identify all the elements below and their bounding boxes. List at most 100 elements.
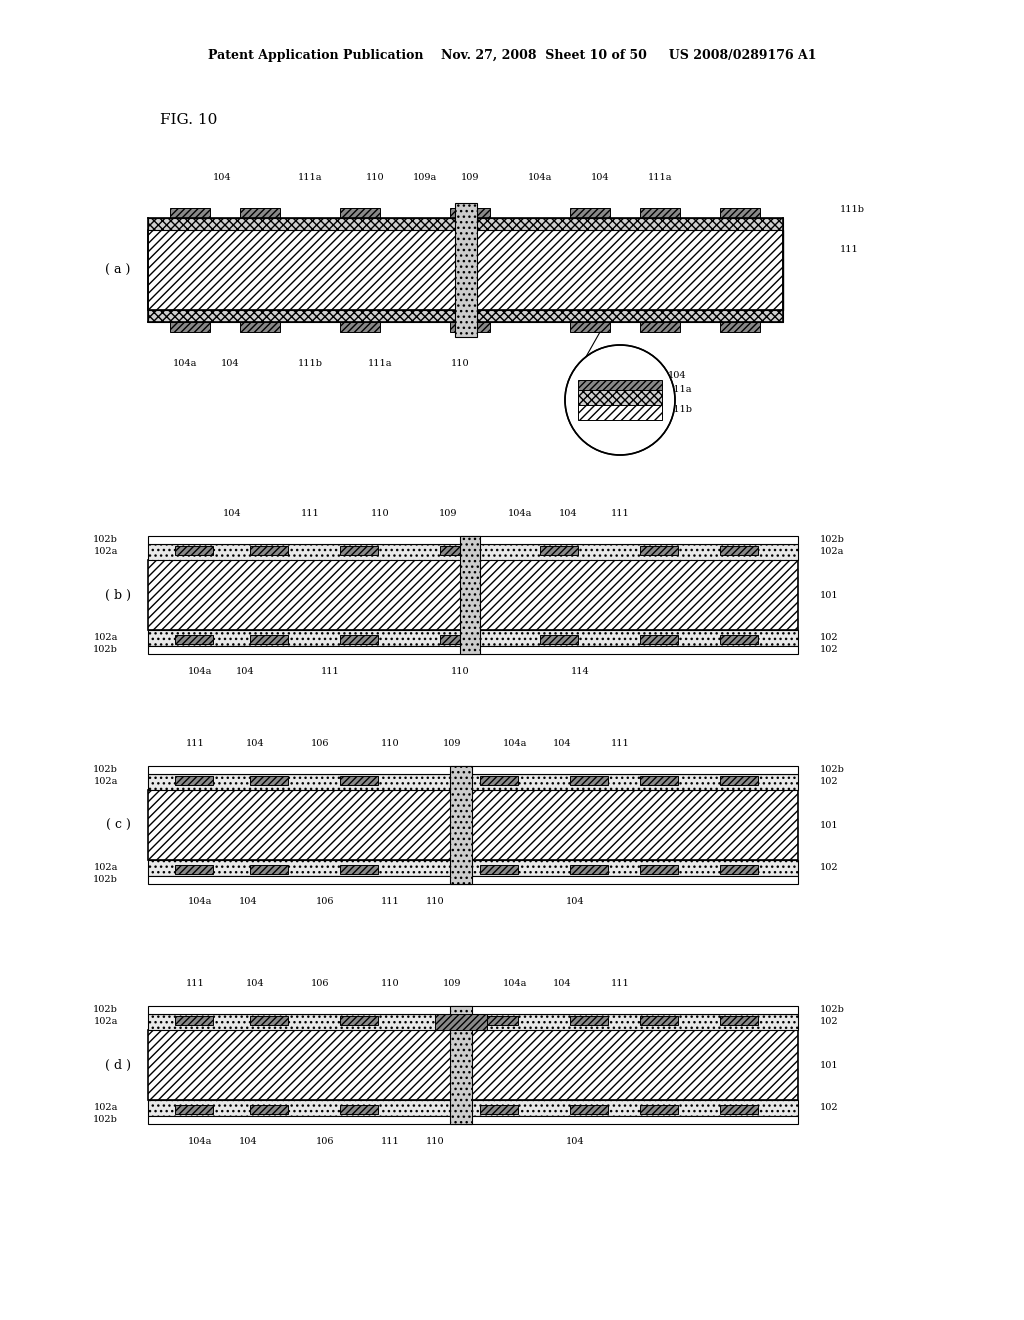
Text: 111: 111 xyxy=(185,739,205,748)
Text: 102: 102 xyxy=(820,634,839,643)
Text: 111: 111 xyxy=(610,979,630,989)
Text: 110: 110 xyxy=(426,1138,444,1147)
Bar xyxy=(175,1016,213,1026)
Text: 104a: 104a xyxy=(503,979,527,989)
Text: 109: 109 xyxy=(461,173,479,182)
Text: ( c ): ( c ) xyxy=(105,818,130,832)
Bar xyxy=(170,209,210,218)
Text: 104a: 104a xyxy=(187,898,212,907)
Text: 110: 110 xyxy=(371,510,389,519)
Bar xyxy=(148,789,798,861)
Bar xyxy=(340,322,380,333)
Text: 109a: 109a xyxy=(413,173,437,182)
Text: 106: 106 xyxy=(310,739,330,748)
Bar xyxy=(250,1016,288,1026)
Text: 104: 104 xyxy=(213,173,231,182)
Text: 101: 101 xyxy=(820,821,839,829)
Text: 102: 102 xyxy=(820,1018,839,1027)
Text: 104: 104 xyxy=(553,739,571,748)
Text: 102: 102 xyxy=(820,645,839,655)
Bar xyxy=(640,1105,678,1114)
Bar xyxy=(640,776,678,785)
Bar xyxy=(570,776,608,785)
Bar xyxy=(340,865,378,874)
Text: ( b ): ( b ) xyxy=(105,589,131,602)
Bar xyxy=(640,209,680,218)
Bar xyxy=(570,209,610,218)
Bar xyxy=(148,218,783,230)
Bar xyxy=(148,1115,798,1125)
Bar xyxy=(148,1030,798,1100)
Text: 111a: 111a xyxy=(368,359,392,367)
Bar xyxy=(250,1105,288,1114)
Bar xyxy=(570,1016,608,1026)
Text: 106: 106 xyxy=(315,898,334,907)
Bar xyxy=(640,322,680,333)
Bar xyxy=(640,865,678,874)
Bar xyxy=(540,635,578,644)
Bar xyxy=(578,405,662,420)
Bar xyxy=(148,630,798,645)
Text: 104a: 104a xyxy=(187,668,212,676)
Bar xyxy=(148,536,798,544)
Bar xyxy=(170,322,210,333)
Bar xyxy=(340,546,378,554)
Text: 111: 111 xyxy=(185,979,205,989)
Text: 111: 111 xyxy=(610,510,630,519)
Bar xyxy=(720,865,758,874)
Text: 104: 104 xyxy=(246,979,264,989)
Bar xyxy=(720,209,760,218)
Bar xyxy=(480,865,518,874)
Bar xyxy=(340,776,378,785)
Text: ( a ): ( a ) xyxy=(105,264,131,276)
Text: 102b: 102b xyxy=(93,645,118,655)
Text: 101: 101 xyxy=(820,590,839,599)
Bar xyxy=(570,322,610,333)
Text: 109: 109 xyxy=(442,979,461,989)
Bar xyxy=(570,865,608,874)
Text: 111b: 111b xyxy=(298,359,323,367)
Text: ( d ): ( d ) xyxy=(105,1059,131,1072)
Text: 101: 101 xyxy=(820,1060,839,1069)
Text: 104: 104 xyxy=(221,359,240,367)
Text: 102: 102 xyxy=(820,777,839,787)
Text: 111b: 111b xyxy=(840,206,865,214)
Text: 104: 104 xyxy=(239,1138,257,1147)
Text: 110: 110 xyxy=(451,359,469,367)
Text: FIG. 10: FIG. 10 xyxy=(160,114,217,127)
Text: 106: 106 xyxy=(315,1138,334,1147)
Bar xyxy=(460,536,480,653)
Text: 102a: 102a xyxy=(93,548,118,557)
Bar xyxy=(578,389,662,405)
Bar xyxy=(148,861,798,876)
Text: 111: 111 xyxy=(381,898,399,907)
Text: 110: 110 xyxy=(381,739,399,748)
Text: 102b: 102b xyxy=(820,766,845,775)
Text: 102b: 102b xyxy=(820,536,845,544)
Text: 111a: 111a xyxy=(298,173,323,182)
Bar xyxy=(175,546,213,554)
Bar xyxy=(148,1006,798,1014)
Bar xyxy=(250,776,288,785)
Bar xyxy=(250,865,288,874)
Bar xyxy=(340,1105,378,1114)
Text: 110: 110 xyxy=(366,173,384,182)
Bar xyxy=(148,876,798,884)
Bar xyxy=(455,203,477,337)
Bar xyxy=(440,635,478,644)
Text: 102a: 102a xyxy=(93,777,118,787)
Text: 102b: 102b xyxy=(93,536,118,544)
Text: 111b: 111b xyxy=(668,405,693,414)
Text: 111a: 111a xyxy=(668,385,692,395)
Text: 109: 109 xyxy=(442,739,461,748)
Text: 111: 111 xyxy=(381,1138,399,1147)
Text: 104: 104 xyxy=(559,510,578,519)
Bar xyxy=(640,635,678,644)
Bar xyxy=(340,1016,378,1026)
Bar xyxy=(175,776,213,785)
Bar xyxy=(340,209,380,218)
Bar xyxy=(148,560,798,630)
Bar xyxy=(148,230,783,310)
Text: 104: 104 xyxy=(553,979,571,989)
Bar xyxy=(450,766,472,884)
